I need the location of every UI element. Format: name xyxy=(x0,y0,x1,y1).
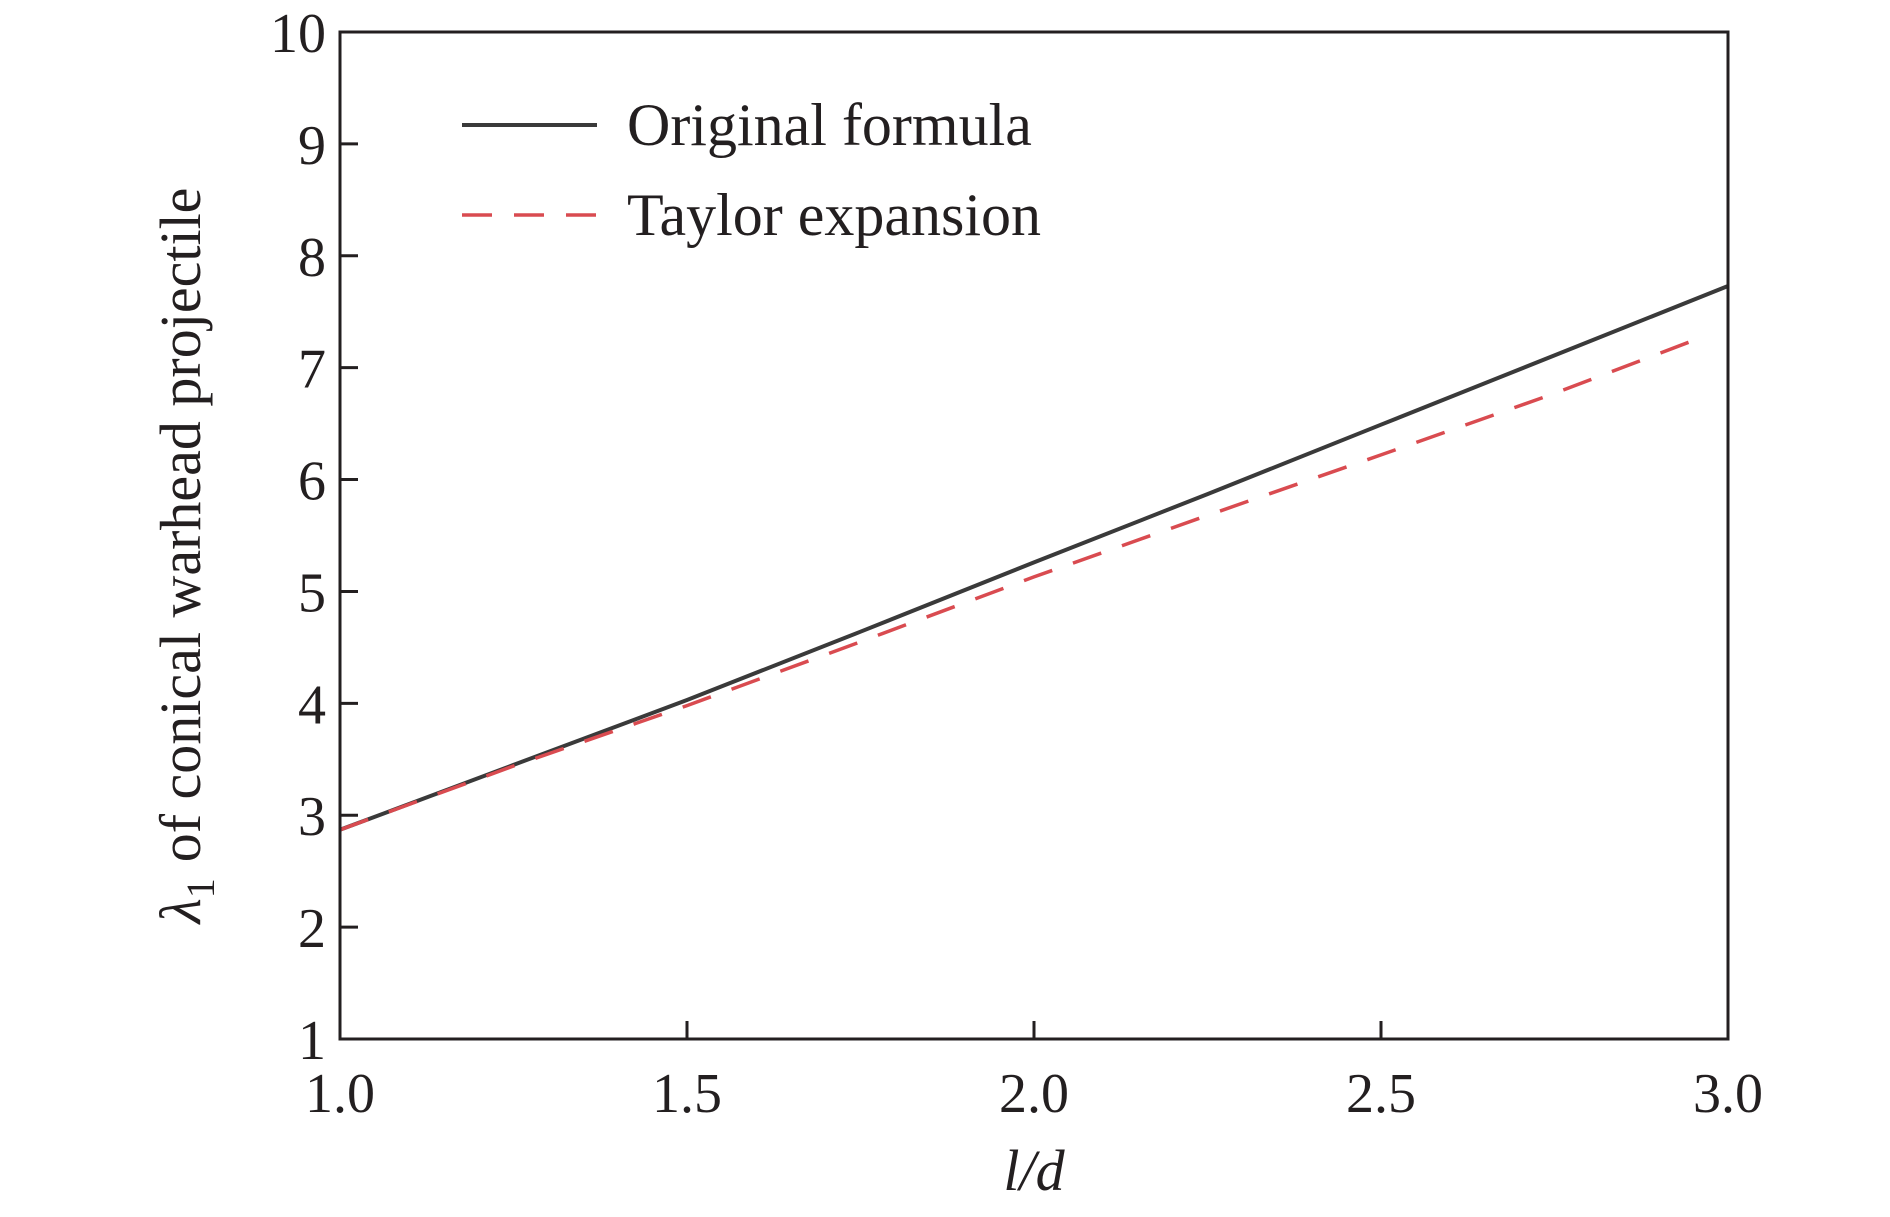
y-axis-subscript: 1 xyxy=(178,878,223,898)
x-tick-label-2.5: 2.5 xyxy=(1346,1063,1416,1125)
x-tick-label-1.5: 1.5 xyxy=(652,1063,722,1125)
y-tick-label-1: 1 xyxy=(298,1010,326,1072)
series-line-taylor-expansion xyxy=(339,333,1708,832)
x-axis-title: l/d xyxy=(1003,1138,1065,1203)
y-tick-label-3: 3 xyxy=(298,786,326,848)
legend-label-original-formula: Original formula xyxy=(627,92,1032,158)
series-layer xyxy=(339,284,1729,832)
y-tick-label-10: 10 xyxy=(270,3,326,65)
series-line-original-formula xyxy=(339,284,1729,832)
x-tick-label-2.0: 2.0 xyxy=(999,1063,1069,1125)
y-tick-label-8: 8 xyxy=(298,227,326,289)
y-axis-ticks: 1 2 3 4 5 6 7 8 9 10 xyxy=(270,3,358,1072)
y-axis-symbol: λ xyxy=(148,898,213,925)
x-tick-label-1.0: 1.0 xyxy=(305,1063,375,1125)
x-axis-ticks: 1.0 1.5 2.0 2.5 3.0 xyxy=(305,1021,1763,1125)
y-axis-text: of conical warhead projectile xyxy=(148,188,213,863)
y-tick-label-5: 5 xyxy=(298,562,326,624)
y-tick-label-2: 2 xyxy=(298,898,326,960)
y-tick-label-6: 6 xyxy=(298,451,326,513)
legend: Original formula Taylor expansion xyxy=(462,92,1041,248)
legend-label-taylor-expansion: Taylor expansion xyxy=(627,182,1041,248)
x-tick-label-3.0: 3.0 xyxy=(1693,1063,1763,1125)
y-tick-label-9: 9 xyxy=(298,115,326,177)
y-tick-label-7: 7 xyxy=(298,339,326,401)
y-axis-title: λ1 of conical warhead projectile xyxy=(148,188,223,926)
y-tick-label-4: 4 xyxy=(298,674,326,736)
